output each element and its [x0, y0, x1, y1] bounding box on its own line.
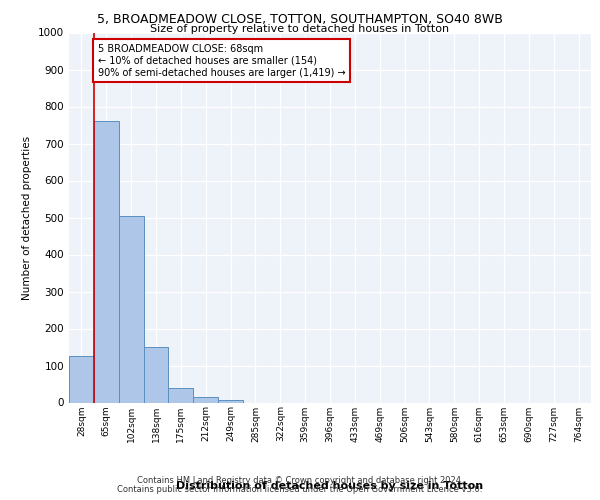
Text: 5, BROADMEADOW CLOSE, TOTTON, SOUTHAMPTON, SO40 8WB: 5, BROADMEADOW CLOSE, TOTTON, SOUTHAMPTO… [97, 12, 503, 26]
Text: Contains HM Land Registry data © Crown copyright and database right 2024.: Contains HM Land Registry data © Crown c… [137, 476, 463, 485]
Text: 5 BROADMEADOW CLOSE: 68sqm
← 10% of detached houses are smaller (154)
90% of sem: 5 BROADMEADOW CLOSE: 68sqm ← 10% of deta… [98, 44, 345, 78]
Bar [218, 400, 243, 402]
Y-axis label: Number of detached properties: Number of detached properties [22, 136, 32, 300]
Bar [169, 388, 193, 402]
X-axis label: Distribution of detached houses by size in Totton: Distribution of detached houses by size … [176, 480, 484, 490]
Bar [69, 356, 94, 403]
Text: Size of property relative to detached houses in Totton: Size of property relative to detached ho… [151, 24, 449, 34]
Bar [119, 216, 143, 402]
Text: Contains public sector information licensed under the Open Government Licence v3: Contains public sector information licen… [118, 484, 482, 494]
Bar [94, 122, 119, 402]
Bar [193, 397, 218, 402]
Bar [143, 347, 169, 403]
